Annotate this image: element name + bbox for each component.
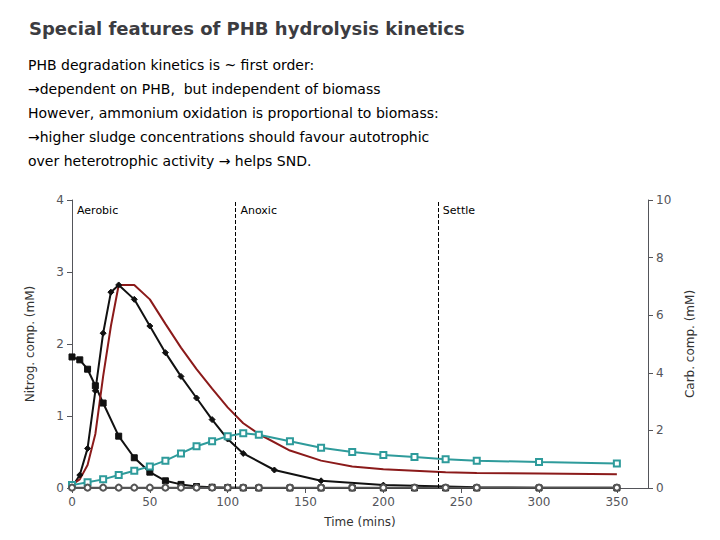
svg-text:PHB degradation kinetics is ~: PHB degradation kinetics is ~ first orde… <box>28 57 314 73</box>
svg-text:350: 350 <box>605 495 628 509</box>
svg-text:However, ammonium oxidation is: However, ammonium oxidation is proportio… <box>28 105 439 121</box>
svg-text:Special features of PHB hydrol: Special features of PHB hydrolysis kinet… <box>29 18 465 39</box>
svg-text:10: 10 <box>656 193 671 207</box>
svg-text:2: 2 <box>656 423 664 437</box>
svg-text:300: 300 <box>528 495 551 509</box>
svg-text:200: 200 <box>372 495 395 509</box>
svg-text:0: 0 <box>56 481 64 495</box>
svg-text:over heterotrophic activity →: over heterotrophic activity → helps SND. <box>28 153 311 169</box>
svg-text:4: 4 <box>56 193 64 207</box>
svg-text:1: 1 <box>56 409 64 423</box>
svg-text:Nitrog. comp. (mM): Nitrog. comp. (mM) <box>23 286 37 403</box>
svg-text:0: 0 <box>656 481 664 495</box>
svg-text:6: 6 <box>656 308 664 322</box>
svg-text:Anoxic: Anoxic <box>240 204 277 217</box>
svg-text:→dependent on PHB, but indepe: →dependent on PHB, but independent of bi… <box>28 81 380 97</box>
svg-text:Aerobic: Aerobic <box>77 204 118 217</box>
svg-text:Time (mins): Time (mins) <box>323 515 395 529</box>
svg-text:4: 4 <box>656 366 664 380</box>
svg-text:Carb. comp. (mM): Carb. comp. (mM) <box>683 290 697 398</box>
svg-text:Settle: Settle <box>443 204 475 217</box>
svg-text:250: 250 <box>450 495 473 509</box>
svg-text:150: 150 <box>294 495 317 509</box>
svg-text:50: 50 <box>142 495 157 509</box>
svg-text:→higher sludge concentrations: →higher sludge concentrations should fav… <box>28 129 429 145</box>
svg-text:8: 8 <box>656 251 664 265</box>
svg-text:2: 2 <box>56 337 64 351</box>
svg-text:100: 100 <box>216 495 239 509</box>
svg-text:0: 0 <box>68 495 76 509</box>
svg-text:3: 3 <box>56 265 64 279</box>
